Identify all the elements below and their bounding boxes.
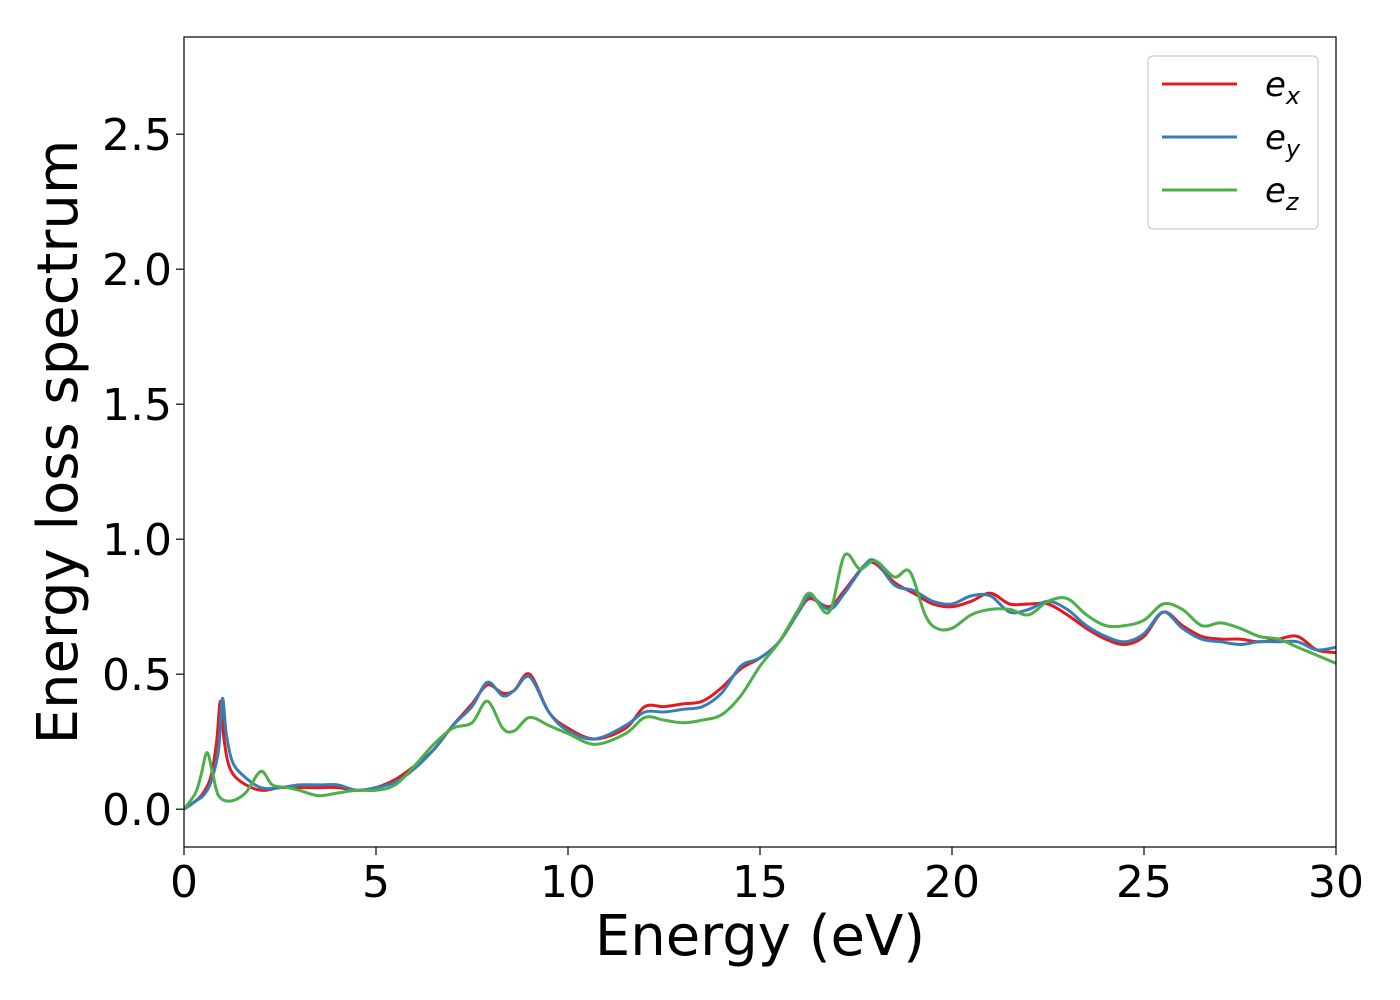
plot-area [184,552,1336,811]
x-tick-label: 0 [170,857,198,908]
legend-label-base: e [1265,118,1286,158]
x-tick-label: 20 [924,857,980,908]
x-tick-label: 5 [362,857,390,908]
legend-label-subscript: x [1285,82,1301,110]
x-axis-ticks: 0 5 10 15 20 25 30 [170,847,1364,908]
legend-label-x: ex [1265,65,1301,110]
series-line-y [184,558,1336,811]
series-line-x [184,560,1336,811]
legend-frame [1147,55,1319,230]
y-tick-label: 0.0 [102,785,172,836]
y-tick-label: 1.0 [102,515,172,566]
x-tick-label: 10 [540,857,596,908]
x-axis-title: Energy (eV) [595,904,925,969]
x-tick-label: 15 [732,857,788,908]
legend-label-base: e [1265,171,1286,211]
y-tick-label: 2.0 [102,245,172,296]
legend-label-subscript: z [1285,188,1300,216]
y-tick-label: 2.5 [102,110,172,161]
legend-label-y: ey [1265,118,1301,163]
y-tick-label: 0.5 [102,650,172,701]
x-tick-label: 30 [1308,857,1364,908]
legend-label-subscript: y [1285,135,1301,163]
y-axis-title: Energy loss spectrum [26,140,91,745]
y-tick-label: 1.5 [102,380,172,431]
y-axis-ticks: 0.0 0.5 1.0 1.5 2.0 2.5 [102,110,184,836]
series-line-z [184,552,1336,811]
legend-label-base: e [1265,65,1286,105]
x-tick-label: 25 [1116,857,1172,908]
legend-label-z: ez [1265,171,1300,216]
series-lines [184,552,1336,811]
